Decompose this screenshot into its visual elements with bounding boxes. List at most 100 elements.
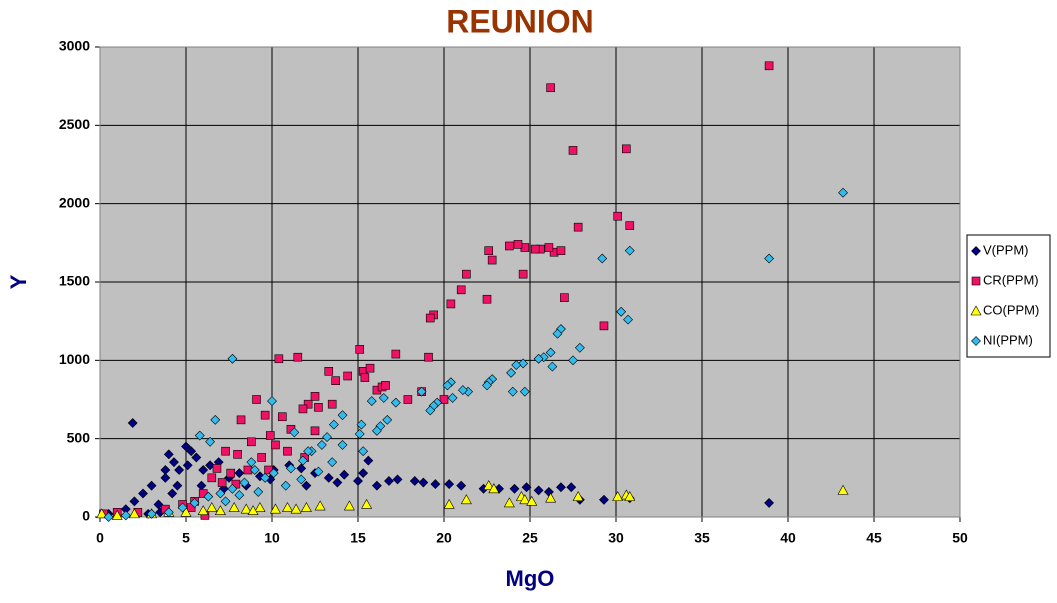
data-point xyxy=(547,361,558,372)
x-tick-label: 25 xyxy=(522,530,538,546)
data-point xyxy=(283,446,292,456)
data-point xyxy=(509,483,520,494)
data-point xyxy=(544,243,554,252)
data-point xyxy=(296,463,307,474)
y-tick-label: 0 xyxy=(82,508,90,524)
data-point xyxy=(247,505,259,516)
data-point xyxy=(403,395,413,404)
data-point xyxy=(271,440,280,450)
data-point xyxy=(324,366,334,376)
data-point xyxy=(280,480,291,491)
data-point xyxy=(303,399,313,409)
data-point xyxy=(546,83,555,93)
data-point xyxy=(418,477,429,488)
data-point xyxy=(120,510,131,521)
data-point xyxy=(293,352,303,362)
legend-label: NI(PPM) xyxy=(983,332,1033,347)
data-point xyxy=(220,496,231,507)
data-point xyxy=(167,488,178,499)
data-point xyxy=(191,452,202,463)
x-tick-label: 40 xyxy=(780,530,796,546)
data-point xyxy=(462,269,471,279)
data-point xyxy=(518,269,528,279)
x-tick-label: 50 xyxy=(952,530,968,546)
data-point xyxy=(503,497,515,508)
data-point xyxy=(444,479,455,490)
data-point xyxy=(268,468,279,479)
data-point xyxy=(390,397,401,408)
data-point xyxy=(246,457,257,468)
data-point xyxy=(457,385,468,396)
data-point xyxy=(430,479,441,490)
data-point xyxy=(314,403,323,412)
data-point xyxy=(599,494,609,505)
data-point xyxy=(511,360,522,370)
legend-box xyxy=(966,234,1051,358)
data-point xyxy=(545,347,556,358)
data-point xyxy=(573,222,583,232)
data-point xyxy=(837,484,849,495)
x-tick-label: 45 xyxy=(866,530,882,546)
data-point xyxy=(382,414,393,425)
data-point xyxy=(764,497,775,508)
data-point xyxy=(552,328,563,339)
data-point xyxy=(257,453,266,462)
data-point xyxy=(212,464,222,473)
data-point xyxy=(507,386,518,397)
data-point xyxy=(574,342,585,353)
data-point xyxy=(301,480,312,491)
data-point xyxy=(172,480,183,491)
data-point xyxy=(310,392,320,401)
data-point xyxy=(313,466,324,477)
data-point xyxy=(111,509,123,520)
data-point xyxy=(443,498,455,509)
data-point xyxy=(177,502,188,513)
data-point xyxy=(265,431,275,440)
data-point xyxy=(425,313,435,323)
data-point xyxy=(545,492,557,503)
data-point xyxy=(513,240,523,249)
data-point xyxy=(624,245,635,256)
y-tick-label: 2500 xyxy=(59,116,90,132)
data-point xyxy=(217,478,227,487)
data-point xyxy=(332,477,343,488)
data-point xyxy=(146,480,157,491)
data-point xyxy=(260,472,271,483)
data-point xyxy=(128,508,140,519)
data-point xyxy=(207,473,217,483)
data-point xyxy=(360,373,370,382)
x-tick-label: 30 xyxy=(608,530,624,546)
data-point xyxy=(361,498,373,509)
data-point xyxy=(96,508,108,519)
data-point xyxy=(206,501,218,512)
data-point xyxy=(625,221,635,230)
data-point xyxy=(339,469,350,480)
data-point xyxy=(764,253,775,264)
data-point xyxy=(556,482,566,493)
data-point xyxy=(343,371,352,381)
data-point xyxy=(597,253,608,264)
data-point xyxy=(281,501,293,512)
data-point xyxy=(533,353,544,364)
data-point xyxy=(526,495,538,506)
legend-marker xyxy=(970,305,982,316)
data-point xyxy=(234,468,245,479)
data-point xyxy=(363,455,374,466)
data-point xyxy=(138,488,148,499)
data-point xyxy=(253,487,264,497)
y-tick-label: 3000 xyxy=(59,38,90,54)
data-point xyxy=(197,505,209,516)
data-point xyxy=(285,463,296,474)
data-point xyxy=(519,386,530,397)
y-tick-label: 500 xyxy=(67,429,91,445)
data-point xyxy=(572,491,584,501)
data-point xyxy=(214,505,226,516)
data-point xyxy=(442,380,453,391)
data-point xyxy=(221,446,230,456)
data-point xyxy=(416,386,427,397)
data-point xyxy=(838,187,848,198)
data-point xyxy=(613,211,623,221)
data-point xyxy=(381,381,390,390)
data-point xyxy=(189,497,200,508)
